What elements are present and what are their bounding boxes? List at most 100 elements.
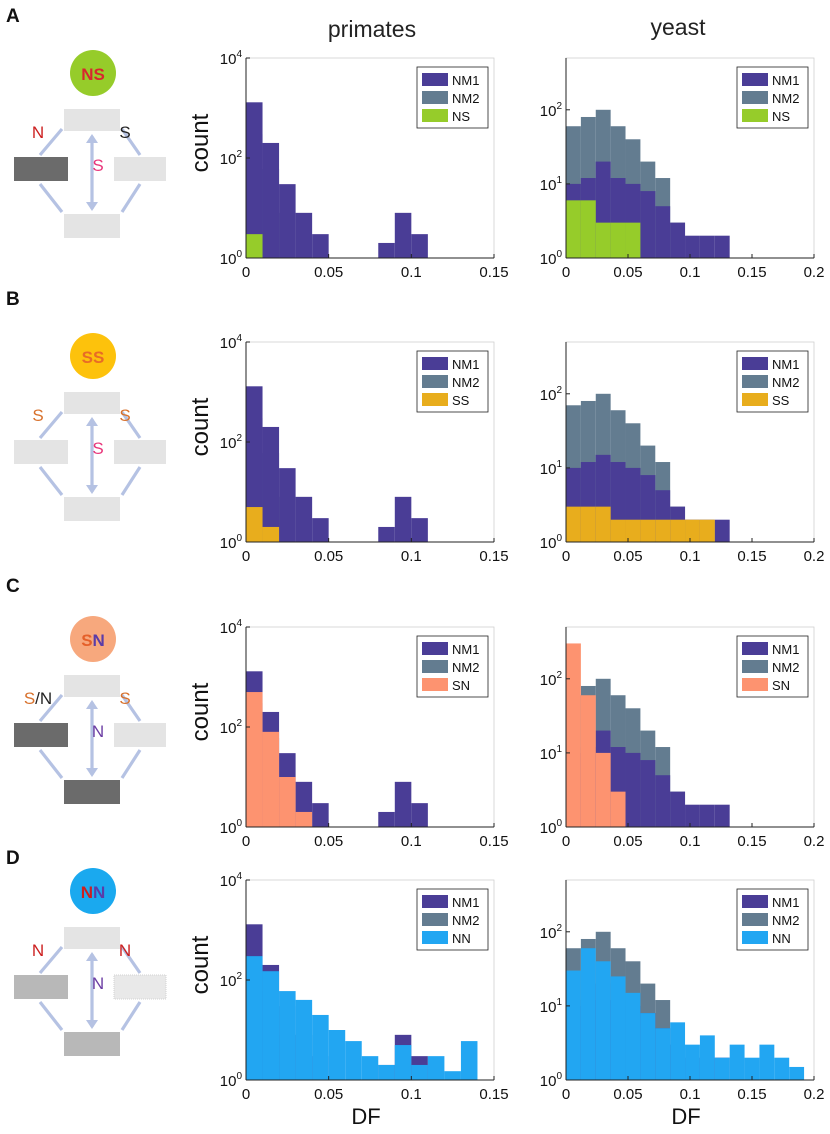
bar-NS (246, 234, 263, 258)
y-tick-exp: 1 (556, 175, 562, 186)
legend-swatch-NM2 (422, 660, 448, 673)
y-tick-base: 10 (540, 387, 557, 404)
badge-circle (70, 868, 116, 914)
legend-label-NM1: NM1 (452, 73, 479, 88)
bar-NM1 (670, 791, 686, 827)
legend-label-NM1: NM1 (772, 895, 799, 910)
bar-SS (625, 519, 641, 542)
x-tick-label: 0.15 (479, 833, 508, 850)
bar-NS (595, 222, 611, 258)
diagram-label-part: N (32, 123, 44, 142)
legend-swatch-NN (422, 931, 448, 944)
bar-NN (295, 999, 313, 1080)
y-tick-label: 100 (540, 533, 563, 552)
diagram-label-part: /N (35, 689, 52, 708)
bar-NM1 (312, 518, 329, 542)
y-tick-base: 10 (220, 435, 237, 452)
legend-swatch-SN (422, 678, 448, 691)
badge-label-part: N (93, 883, 105, 902)
y-tick-base: 10 (220, 620, 237, 637)
bar-NN (427, 1056, 445, 1080)
diagram-label-part: S (119, 123, 130, 142)
arrowhead-up (86, 134, 98, 143)
legend-swatch-NM1 (422, 73, 448, 86)
legend-label-NM2: NM2 (452, 375, 479, 390)
arrow-left-bottom (38, 183, 64, 213)
top-box (64, 675, 120, 697)
bar-NN (699, 1035, 715, 1080)
legend: NM1 NM2 SS (416, 350, 489, 413)
y-tick-base: 10 (220, 535, 237, 552)
y-tick-exp: 4 (236, 333, 242, 344)
bar-NM1 (670, 222, 686, 258)
legend-label-NM2: NM2 (772, 91, 799, 106)
x-tick-label: 0.15 (479, 548, 508, 565)
bottom-box (64, 1032, 120, 1056)
bar-NM1 (699, 235, 715, 258)
badge-label: NS (81, 65, 105, 84)
diagram-label-part: N (119, 941, 131, 960)
legend-label-SN: SN (452, 678, 470, 693)
y-tick-base: 10 (220, 151, 237, 168)
y-tick-base: 10 (220, 251, 237, 268)
diagram-label-part: S (32, 406, 43, 425)
bar-NN (610, 976, 626, 1080)
legend: NM1 NM2 NS (736, 66, 809, 129)
legend-label-NM1: NM1 (772, 642, 799, 657)
y-tick-base: 10 (220, 51, 237, 68)
x-tick-label: 0.05 (314, 1086, 343, 1103)
arrowhead-down (86, 202, 98, 211)
legend-swatch-NM2 (422, 913, 448, 926)
bar-SS (262, 526, 280, 542)
bottom-box (64, 497, 120, 521)
bar-NM1 (378, 526, 395, 542)
bar-NM1 (279, 184, 296, 258)
bar-SS (685, 519, 700, 542)
y-tick-exp: 2 (556, 923, 562, 934)
left-box (14, 157, 68, 181)
bar-SN (566, 643, 581, 827)
arrow-right-bottom (120, 466, 142, 496)
y-tick-base: 10 (220, 820, 237, 837)
x-tick-label: 0 (242, 548, 250, 565)
diagram-D: NNN NN (14, 868, 167, 1056)
y-tick-label: 102 (540, 923, 563, 942)
bar-NN (714, 1057, 730, 1080)
diagram-label-part: S (119, 689, 130, 708)
y-tick-label: 102 (220, 718, 243, 737)
y-axis-label: count (187, 113, 214, 172)
bar-SS (580, 506, 596, 542)
legend-swatch-SS (742, 393, 768, 406)
x-tick-label: 0 (562, 548, 570, 565)
x-axis-label: DF (671, 1104, 700, 1129)
x-tick-label: 0.2 (804, 264, 825, 281)
y-tick-base: 10 (540, 103, 557, 120)
y-tick-label: 102 (220, 971, 243, 990)
arrow-left-bottom (38, 749, 64, 779)
bar-NN (774, 1057, 790, 1080)
bar-NM1 (246, 386, 263, 542)
bar-SS (699, 519, 715, 542)
y-tick-base: 10 (540, 672, 557, 689)
y-tick-label: 100 (540, 249, 563, 268)
y-tick-exp: 0 (556, 533, 562, 544)
panel-letter-B: B (6, 289, 20, 310)
bar-NM1 (640, 191, 656, 258)
y-tick-base: 10 (220, 973, 237, 990)
x-tick-label: 0 (242, 833, 250, 850)
legend: NM1 NM2 SN (416, 635, 489, 698)
arrow-top-left (38, 410, 64, 440)
bar-NN (789, 1066, 805, 1080)
bar-SN (610, 791, 626, 827)
diagram-label-part: S (119, 406, 130, 425)
arrow-left-bottom (38, 466, 64, 496)
bar-NM1 (394, 212, 412, 258)
bar-NN (361, 1056, 379, 1080)
y-tick-base: 10 (540, 1073, 557, 1090)
bar-NS (580, 200, 596, 258)
y-tick-label: 102 (220, 433, 243, 452)
x-tick-label: 0 (242, 1086, 250, 1103)
y-tick-exp: 0 (236, 1071, 242, 1082)
